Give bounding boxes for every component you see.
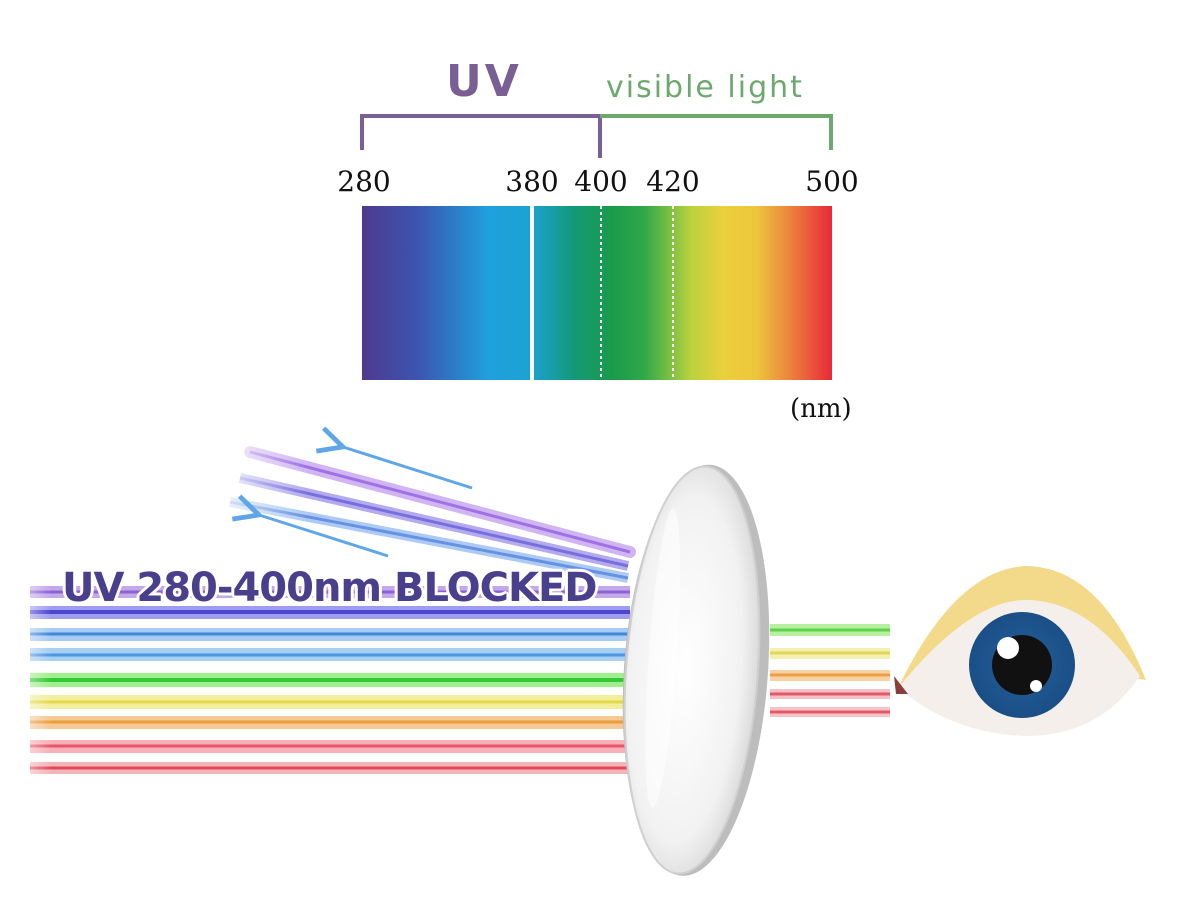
uv-label: UV <box>446 56 522 107</box>
transmitted-rays <box>770 624 890 717</box>
uv-blocked-label: UV 280-400nm BLOCKED <box>62 565 597 611</box>
incoming-rays <box>0 580 640 780</box>
unit-label: (nm) <box>790 394 852 424</box>
visible-light-label: visible light <box>606 70 804 105</box>
tick-label-500: 500 <box>805 165 859 198</box>
reflect-arrow-icon <box>256 514 389 558</box>
tick-label-420: 420 <box>646 165 700 198</box>
uv-bracket <box>360 114 602 158</box>
reflect-arrow-icon <box>340 446 473 490</box>
spectrum-bar <box>362 206 832 380</box>
eye-icon <box>894 566 1146 736</box>
tick-label-280: 280 <box>337 165 391 198</box>
tick-label-400: 400 <box>574 165 628 198</box>
visible-bracket <box>600 114 833 150</box>
lens-icon <box>622 464 770 876</box>
tick-label-380: 380 <box>505 165 559 198</box>
